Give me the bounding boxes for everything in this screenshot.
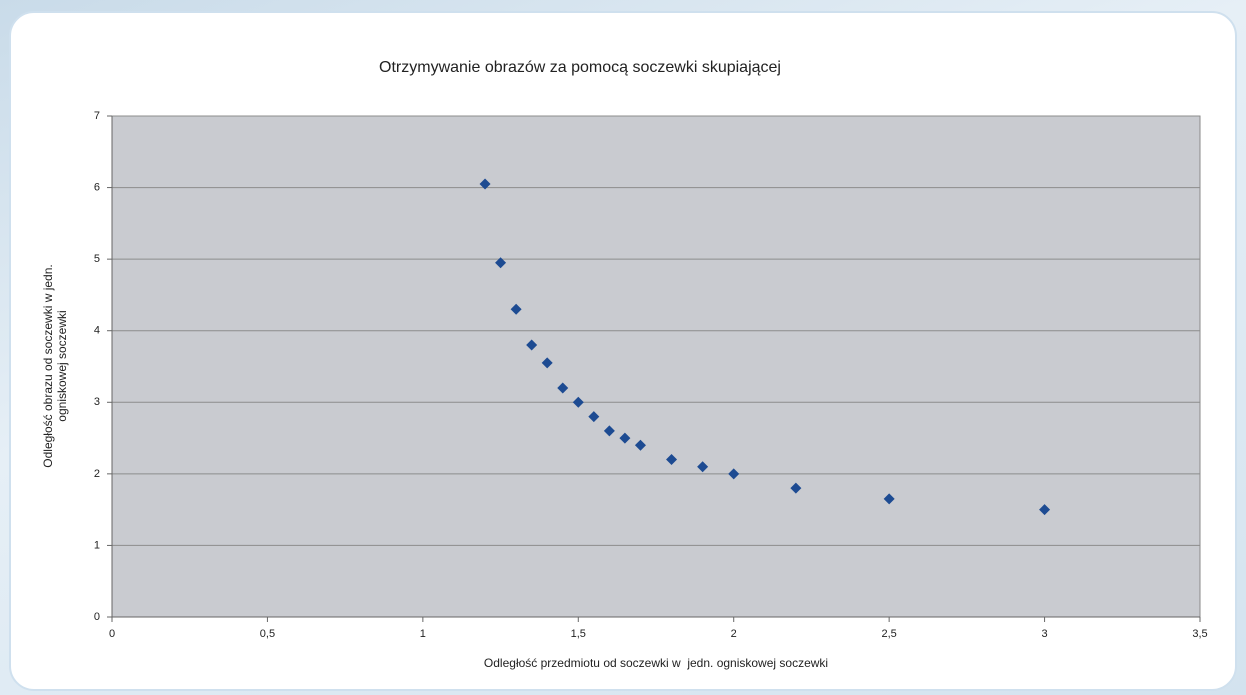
x-tick-label: 1 — [420, 628, 426, 640]
x-tick-label: 3,5 — [1192, 628, 1207, 640]
point — [572, 396, 584, 408]
y-tick-label: 3 — [94, 396, 100, 408]
point — [495, 257, 507, 269]
x-axis-label: Odległość przedmiotu od soczewki w jedn.… — [484, 656, 828, 670]
point — [619, 432, 631, 444]
y-tick-label: 0 — [94, 611, 100, 623]
y-tick-label: 2 — [94, 468, 100, 480]
point — [883, 493, 895, 505]
point — [479, 178, 491, 190]
y-tick-label: 5 — [94, 253, 100, 265]
chart-title: Otrzymywanie obrazów za pomocą soczewki … — [379, 59, 781, 76]
y-tick-label: 1 — [94, 539, 100, 551]
point — [510, 303, 522, 315]
y-axis-label: ogniskowej soczewki — [55, 310, 69, 421]
point — [697, 461, 709, 473]
point — [666, 454, 678, 466]
point — [728, 468, 740, 480]
x-tick-label: 3 — [1042, 628, 1048, 640]
y-tick-label: 4 — [94, 325, 100, 337]
point — [526, 339, 538, 351]
x-tick-label: 0,5 — [260, 628, 275, 640]
y-tick-label: 6 — [94, 181, 100, 193]
point — [790, 482, 802, 494]
point — [557, 382, 569, 394]
y-axis-label: Odległość obrazu od soczewki w jedn. — [41, 264, 55, 467]
point — [1039, 504, 1051, 516]
point — [588, 411, 600, 423]
y-tick-label: 7 — [94, 110, 100, 122]
x-tick-label: 2 — [731, 628, 737, 640]
point — [603, 425, 615, 437]
x-tick-label: 0 — [109, 628, 115, 640]
x-tick-label: 1,5 — [571, 628, 586, 640]
point — [541, 357, 553, 369]
x-tick-label: 2,5 — [881, 628, 896, 640]
point — [634, 439, 646, 451]
plot-area — [111, 115, 1201, 618]
